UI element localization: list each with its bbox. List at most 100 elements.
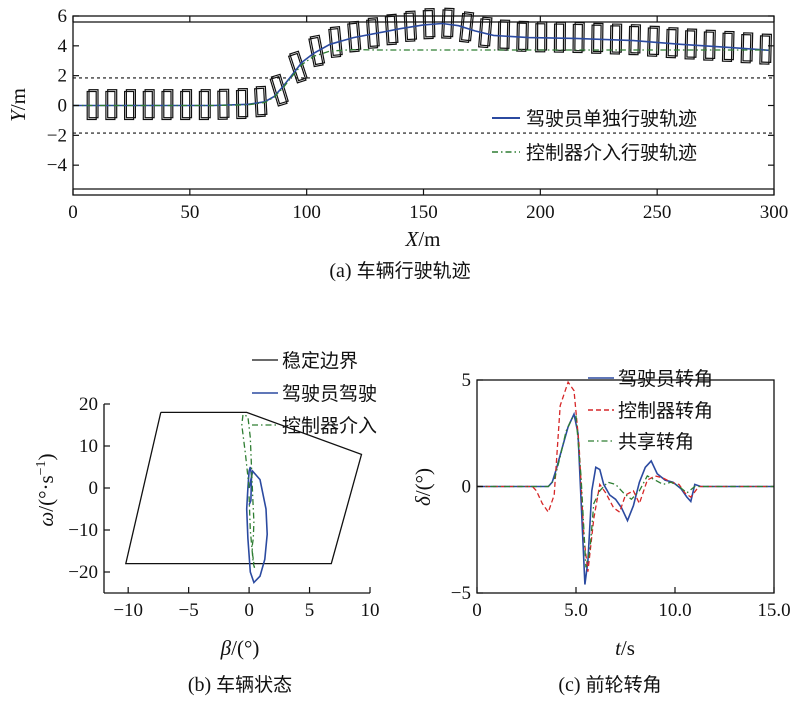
chart-a-vehicle-outline [611, 23, 623, 53]
chart-c-legend-label-controller: 控制器转角 [618, 400, 713, 422]
chart-a-vehicle-outline [348, 20, 362, 51]
chart-a-xlabel-unit: /m [418, 227, 440, 251]
chart-a-vehicle-outline [458, 12, 473, 43]
chart-b-ylabel-close: ) [34, 453, 58, 460]
chart-a-legend: 驾驶员单独行驶轨迹 控制器介入行驶轨迹 [492, 108, 697, 164]
chart-b-xtick-label: 10 [361, 600, 380, 621]
chart-a-caption-prefix: (a) [329, 260, 356, 282]
chart-c-ylabel: δ/(°) [411, 468, 435, 506]
chart-a-caption-text: 车辆行驶轨迹 [357, 260, 471, 282]
chart-c-ylabel-var: δ [411, 495, 435, 506]
chart-a-vehicle-outline [270, 73, 289, 105]
chart-a-vehicle-outline [405, 10, 418, 41]
chart-c-xtick-label: 5.0 [564, 600, 588, 621]
chart-a-vehicle-outline [125, 89, 137, 119]
chart-a-series-0 [73, 22, 770, 107]
chart-a-ylabel: Y/m [6, 88, 30, 122]
chart-a-vehicle-outline [144, 89, 155, 119]
chart-c-ylabel-unit: /(°) [411, 468, 435, 496]
chart-a-ylabel-unit: /m [6, 88, 30, 110]
chart-a-vehicle-outline [555, 21, 566, 51]
chart-a-vehicle-outline [287, 52, 307, 84]
chart-a-ytick-label: 6 [58, 6, 68, 27]
chart-a-ytick-label: 4 [58, 36, 68, 57]
chart-c-xlabel-unit: /s [621, 636, 635, 660]
chart-a-vehicle-outline [479, 16, 493, 47]
chart-a-vehicle-outline [761, 33, 772, 63]
chart-a-vehicle-outline [443, 7, 455, 38]
chart-a-ytick-label: 2 [58, 66, 68, 87]
chart-b-series-0 [245, 466, 269, 584]
chart-a-vehicle-outline [742, 32, 754, 62]
chart-b-ytick-label: 10 [79, 436, 98, 457]
chart-a-vehicle-outline [88, 89, 99, 119]
chart-c-ytick-label: 5 [462, 370, 472, 391]
chart-a-xtick-label: 300 [760, 202, 789, 223]
chart-b-xtick-label: 0 [244, 600, 254, 621]
chart-a-xtick-label: 200 [526, 202, 555, 223]
chart-a-ytick-label: 0 [58, 96, 68, 117]
chart-a-ytick-label: −4 [47, 155, 68, 176]
chart-a-vehicle-outline [308, 36, 324, 68]
chart-a-vehicle-outline [499, 19, 511, 49]
chart-a-vehicle-outline [630, 24, 642, 54]
chart-a-vehicle-outline [386, 13, 399, 44]
chart-a-vehicle-outline [592, 22, 604, 53]
chart-a-vehicle-outline [686, 28, 698, 58]
chart-a-legend-label-controller: 控制器介入行驶轨迹 [526, 142, 697, 164]
chart-b-legend-label-driver: 驾驶员驾驶 [282, 383, 377, 405]
chart-a-vehicle-outline [723, 30, 735, 61]
chart-b-xlabel-unit: /(°) [231, 636, 259, 660]
chart-c-legend-label-driver: 驾驶员转角 [618, 368, 713, 390]
chart-b-ytick-label: −10 [68, 520, 98, 541]
chart-b-caption-prefix: (b) [188, 674, 216, 696]
chart-a-legend-label-driver: 驾驶员单独行驶轨迹 [526, 108, 697, 130]
chart-a-vehicle-outline [367, 17, 380, 47]
chart-b-ytick-label: 0 [89, 478, 99, 499]
chart-a-vehicle-outline [518, 20, 529, 51]
chart-a-ylabel-var: Y [6, 108, 30, 122]
chart-c-caption: (c) 前轮转角 [558, 674, 661, 696]
chart-a-ytick-label: −2 [47, 125, 67, 146]
chart-b-legend-label-boundary: 稳定边界 [282, 350, 358, 372]
chart-a-series-1 [73, 48, 770, 107]
chart-a-vehicle-outline [705, 29, 716, 60]
chart-b-ylabel-unit: /(°·s [34, 475, 58, 511]
chart-a-vehicle-outline [200, 89, 211, 119]
chart-c-xtick-label: 15.0 [757, 600, 790, 621]
chart-c-xlabel: t/s [615, 636, 635, 660]
chart-b-xtick-label: −10 [113, 600, 143, 621]
chart-a-vehicle-outline [667, 27, 679, 57]
chart-a-xtick-label: 50 [180, 202, 199, 223]
chart-b-xtick-label: 5 [305, 600, 315, 621]
chart-c-xtick-label: 10.0 [658, 600, 691, 621]
chart-a-xlabel: X/m [405, 227, 441, 251]
chart-c-caption-prefix: (c) [558, 674, 585, 696]
chart-c-steering-angle: 0 5.0 10.0 15.0−505 驾驶员转角 控制器转角 共享转角 t/s δ/… [411, 368, 791, 696]
chart-b-ylabel-var: ω [34, 512, 58, 527]
chart-a-vehicle-outline [269, 75, 288, 107]
chart-a-xtick-label: 150 [409, 202, 438, 223]
chart-a-vehicle-outline [648, 25, 660, 56]
chart-c-caption-text: 前轮转角 [586, 674, 662, 696]
chart-a-xlabel-var: X [405, 227, 420, 251]
chart-c-legend-label-shared: 共享转角 [618, 431, 694, 453]
chart-b-ylabel: ω/(°·s−1) [34, 453, 58, 526]
chart-b-ytick-label: −20 [68, 562, 98, 583]
chart-b-caption-text: 车辆状态 [216, 674, 292, 696]
chart-a-vehicle-outline [237, 88, 249, 118]
chart-a-vehicle-outline [424, 8, 436, 38]
chart-b-series-1 [241, 413, 256, 568]
chart-a-vehicle-outline [460, 11, 475, 42]
chart-b-xlabel-var: β [220, 636, 232, 660]
chart-b-stability-boundary [124, 411, 363, 565]
chart-c-ytick-label: 0 [462, 477, 472, 498]
chart-c-xlabel-var: t [615, 636, 622, 660]
chart-a-vehicle-outline [574, 22, 585, 52]
chart-b-ylabel-sup: −1 [34, 460, 49, 475]
chart-a-vehicle-outline [218, 88, 230, 119]
chart-a-xtick-label: 0 [68, 202, 78, 223]
chart-b-xtick-label: −5 [179, 600, 199, 621]
